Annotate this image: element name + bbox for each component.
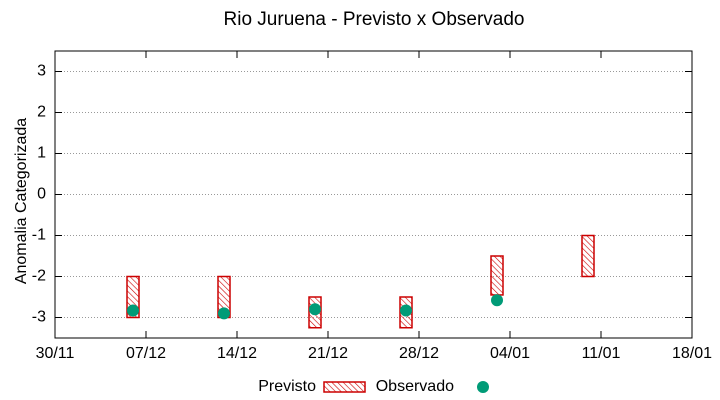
legend-label: Observado (376, 378, 454, 395)
x-tick-label: 30/11 (36, 345, 75, 362)
forecast-range (490, 255, 504, 296)
observed-point (127, 304, 139, 317)
x-tick-label: 07/12 (126, 345, 166, 362)
x-tick-label: 18/01 (672, 345, 712, 362)
chart-title: Rio Juruena - Previsto x Observado (224, 9, 525, 30)
y-axis-label: Anomalia Categorizada (13, 118, 30, 284)
observed-point (491, 294, 503, 307)
y-tick-label: 1 (37, 145, 46, 162)
observed-point (218, 307, 230, 320)
y-tick-label: 2 (37, 104, 46, 121)
legend-swatch (323, 381, 366, 393)
legend-swatch (477, 381, 489, 393)
observed-point (309, 303, 321, 316)
x-tick-label: 28/12 (399, 345, 439, 362)
y-tick-label: 0 (37, 186, 46, 203)
x-tick-label: 14/12 (217, 345, 257, 362)
legend-label: Previsto (258, 378, 316, 395)
observed-point (400, 304, 412, 317)
plot-frame (54, 50, 693, 339)
y-tick-label: -2 (32, 268, 46, 285)
x-tick-label: 11/01 (582, 345, 621, 362)
y-tick-label: -1 (32, 227, 46, 244)
x-tick-label: 21/12 (308, 345, 348, 362)
x-tick-label: 04/01 (490, 345, 530, 362)
forecast-range (581, 234, 595, 278)
y-tick-label: 3 (37, 63, 46, 80)
y-tick-label: -3 (32, 309, 46, 326)
